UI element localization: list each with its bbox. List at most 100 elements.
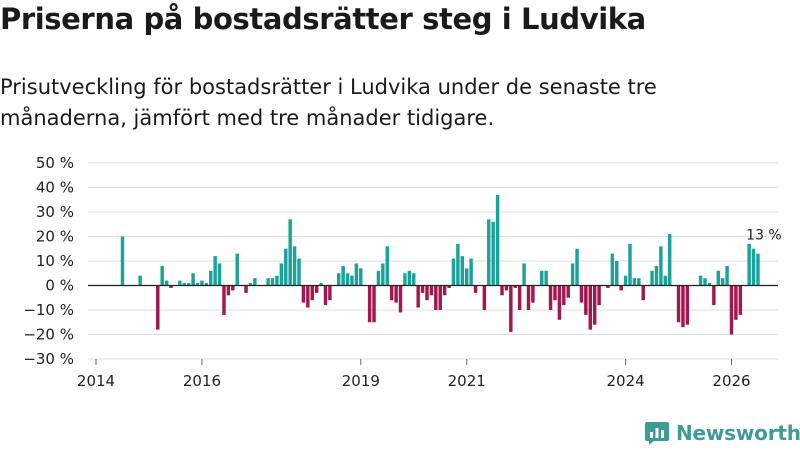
bar	[248, 283, 253, 286]
bar	[487, 219, 491, 286]
bar	[641, 285, 645, 301]
bar	[398, 285, 403, 313]
y-tick-label: 0 %	[45, 277, 74, 295]
x-tick-label: 2024	[607, 372, 645, 390]
bar	[266, 278, 270, 286]
bar	[288, 219, 292, 286]
bar	[341, 265, 345, 286]
bar	[734, 285, 738, 320]
bar	[337, 273, 341, 286]
bar	[522, 263, 526, 286]
bar	[725, 265, 729, 286]
bar	[548, 285, 553, 310]
bar	[482, 285, 487, 310]
chart-subtitle: Prisutveckling för bostadsrätter i Ludvi…	[0, 75, 657, 130]
bar	[540, 270, 544, 286]
bar	[178, 280, 182, 286]
chart-title: Priserna på bostadsrätter steg i Ludvika	[0, 2, 646, 36]
bar	[681, 285, 685, 328]
x-tick-label: 2021	[448, 372, 486, 390]
bar	[637, 278, 641, 286]
bar	[685, 285, 690, 325]
bar	[217, 263, 222, 286]
bar	[403, 273, 407, 286]
bar	[186, 283, 191, 286]
bar	[319, 283, 323, 286]
bar	[610, 253, 615, 286]
bar	[491, 221, 495, 286]
bar	[504, 285, 509, 291]
y-tick-label: 10 %	[36, 252, 74, 270]
bar	[729, 285, 734, 335]
y-tick-label: 40 %	[36, 179, 74, 197]
bar	[195, 283, 200, 286]
bar	[526, 285, 531, 310]
bar	[654, 265, 659, 286]
bar	[703, 278, 707, 286]
bar	[562, 285, 566, 306]
bar	[720, 278, 725, 286]
x-axis-ticks: 2014 2016 2019 2021 2024 2026	[77, 359, 751, 390]
bar	[381, 263, 385, 286]
bar	[584, 285, 588, 315]
y-axis-ticks: −30 % −20 % −10 % 0 % 10 % 20 % 30 % 40 % 50 %	[23, 154, 74, 368]
bar	[747, 243, 751, 286]
bar	[292, 246, 297, 286]
bar	[429, 285, 434, 296]
bar	[345, 273, 350, 286]
bar	[623, 275, 628, 286]
bar	[712, 285, 716, 306]
bar	[412, 273, 416, 286]
bar	[284, 248, 288, 286]
x-tick-label: 2026	[712, 372, 750, 390]
bar	[416, 285, 420, 308]
bar	[566, 285, 570, 298]
bar	[297, 258, 301, 286]
bar	[328, 285, 332, 301]
bar	[310, 285, 314, 301]
bar	[659, 246, 663, 286]
bar	[469, 258, 473, 286]
bar	[531, 285, 535, 303]
axes	[88, 284, 778, 360]
bar	[464, 268, 469, 286]
bar	[314, 285, 319, 293]
bar	[738, 285, 743, 315]
bar	[354, 263, 359, 286]
y-tick-label: 20 %	[36, 228, 74, 246]
bar	[425, 285, 429, 301]
grid-lines	[88, 162, 778, 360]
bar	[376, 270, 381, 286]
bar	[619, 285, 623, 291]
y-tick-label: −10 %	[23, 301, 74, 319]
bar	[231, 285, 235, 291]
bar	[588, 285, 592, 330]
bar	[447, 285, 451, 288]
bar	[628, 243, 632, 286]
bar	[244, 285, 248, 293]
bar	[544, 270, 548, 286]
bar	[451, 258, 456, 286]
bar	[213, 256, 217, 286]
bar	[606, 285, 610, 288]
y-tick-label: 30 %	[36, 203, 74, 221]
bar	[191, 273, 195, 286]
y-tick-label: −30 %	[23, 350, 74, 368]
bar	[456, 243, 460, 286]
x-tick-label: 2014	[77, 372, 115, 390]
bar	[579, 285, 584, 303]
last-value-label: 13 %	[746, 228, 782, 244]
bar	[367, 285, 372, 323]
bar	[632, 278, 637, 286]
bar	[235, 253, 239, 286]
bar	[434, 285, 438, 310]
bar	[716, 270, 720, 286]
bar	[270, 278, 275, 286]
bar	[279, 263, 284, 286]
bar	[350, 275, 354, 286]
bar	[575, 248, 579, 286]
bar	[200, 280, 204, 286]
bar	[500, 285, 504, 296]
bar	[592, 285, 597, 325]
